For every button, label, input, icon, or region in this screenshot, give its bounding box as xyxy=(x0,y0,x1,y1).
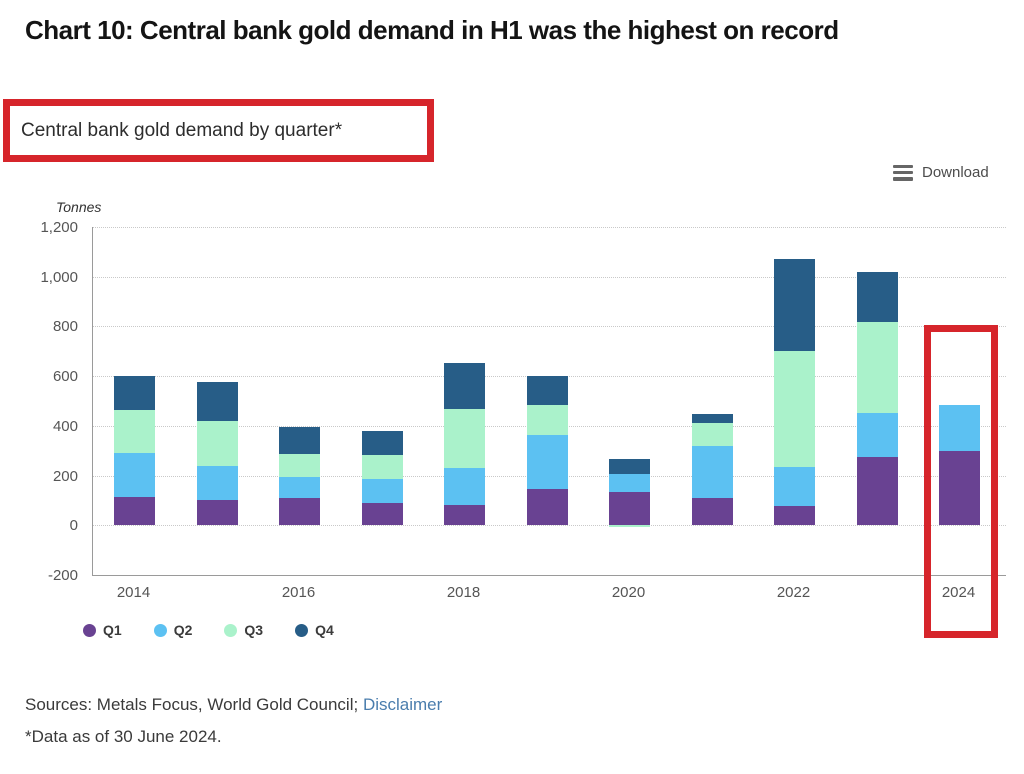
chart-title: Chart 10: Central bank gold demand in H1… xyxy=(25,15,839,45)
x-tick-label-2024: 2024 xyxy=(941,584,976,601)
bar-segment-2016-q3[interactable] xyxy=(279,454,320,477)
bar-segment-2019-q4[interactable] xyxy=(526,375,568,406)
download-button[interactable]: Download xyxy=(893,164,989,181)
bar-segment-2023-q1[interactable] xyxy=(856,456,898,526)
x-tick-label-2016: 2016 xyxy=(281,584,316,601)
chart-legend: Q1 Q2 Q3 Q4 xyxy=(83,622,334,638)
bar-segment-2020-q4[interactable] xyxy=(609,459,650,475)
gridline xyxy=(93,227,1006,228)
bar-segment-2015-q3[interactable] xyxy=(196,420,238,466)
bar-segment-2023-q3[interactable] xyxy=(856,322,898,413)
bar-segment-2014-q3[interactable] xyxy=(114,409,155,454)
bar-segment-2014-q4[interactable] xyxy=(114,376,155,410)
bar-segment-2016-q4[interactable] xyxy=(279,427,320,455)
bar-segment-2015-q4[interactable] xyxy=(196,381,238,421)
gridline xyxy=(93,525,1006,527)
legend-label-q1: Q1 xyxy=(103,622,122,638)
bar-segment-2015-q2[interactable] xyxy=(196,465,238,501)
subtitle-highlight-box: Central bank gold demand by quarter* xyxy=(3,99,434,162)
y-tick-label: -200 xyxy=(47,567,78,584)
bar-segment-2023-q4[interactable] xyxy=(856,271,898,323)
bar-segment-2018-q2[interactable] xyxy=(444,467,485,506)
disclaimer-link[interactable]: Disclaimer xyxy=(362,695,443,714)
footnote: *Data as of 30 June 2024. xyxy=(25,727,222,746)
x-tick-label-2022: 2022 xyxy=(776,584,811,601)
plot-area xyxy=(92,227,1006,576)
y-tick-label: 1,000 xyxy=(40,268,78,286)
x-tick-label-2020: 2020 xyxy=(611,584,646,601)
bar-segment-2019-q2[interactable] xyxy=(526,435,568,490)
bar-segment-2024-q2[interactable] xyxy=(939,405,980,452)
y-tick-label: 600 xyxy=(52,368,78,386)
bar-segment-2022-q3[interactable] xyxy=(774,351,815,467)
bar-segment-2017-q2[interactable] xyxy=(361,479,403,504)
bar-segment-2019-q3[interactable] xyxy=(526,405,568,436)
y-tick-label: 400 xyxy=(52,417,78,435)
legend-label-q2: Q2 xyxy=(173,622,193,638)
bar-segment-2020-q3[interactable] xyxy=(609,525,650,528)
legend-label-q4: Q4 xyxy=(315,622,334,638)
bar-segment-2019-q1[interactable] xyxy=(526,489,568,526)
gridline xyxy=(93,276,1006,278)
legend-dot-q1-icon xyxy=(83,623,96,637)
bar-segment-2022-q2[interactable] xyxy=(774,466,815,507)
bar-segment-2021-q3[interactable] xyxy=(691,423,733,446)
sources-text: Sources: Metals Focus, World Gold Counci… xyxy=(25,695,363,714)
legend-item-q3[interactable]: Q3 xyxy=(224,622,263,638)
bar-segment-2016-q2[interactable] xyxy=(279,476,320,498)
y-tick-label: 800 xyxy=(52,318,78,336)
legend-item-q4[interactable]: Q4 xyxy=(295,622,334,638)
x-tick-label-2018: 2018 xyxy=(446,584,481,601)
bar-segment-2021-q4[interactable] xyxy=(691,414,733,424)
bar-segment-2018-q4[interactable] xyxy=(444,362,485,409)
legend-dot-q2-icon xyxy=(153,623,167,637)
bar-segment-2014-q1[interactable] xyxy=(114,496,155,526)
bar-segment-2024-q1[interactable] xyxy=(939,451,980,526)
bar-segment-2021-q2[interactable] xyxy=(691,445,733,498)
download-menu-icon xyxy=(893,164,913,181)
bar-segment-2023-q2[interactable] xyxy=(856,412,898,457)
bar-segment-2017-q4[interactable] xyxy=(361,431,403,456)
bar-segment-2020-q1[interactable] xyxy=(609,491,650,526)
bar-segment-2014-q2[interactable] xyxy=(114,453,155,497)
bar-segment-2016-q1[interactable] xyxy=(279,497,320,526)
sources-line: Sources: Metals Focus, World Gold Counci… xyxy=(25,695,442,715)
y-tick-label: 200 xyxy=(52,467,78,485)
bar-2024-highlight-box xyxy=(924,325,998,638)
legend-item-q1[interactable]: Q1 xyxy=(83,622,122,638)
legend-dot-q3-icon xyxy=(224,623,238,637)
bar-segment-2015-q1[interactable] xyxy=(196,500,238,526)
bar-segment-2020-q2[interactable] xyxy=(609,474,650,492)
y-tick-label: 1,200 xyxy=(40,219,78,236)
legend-dot-q4-icon xyxy=(295,623,309,637)
bar-segment-2021-q1[interactable] xyxy=(691,497,733,526)
x-tick-label-2014: 2014 xyxy=(116,584,151,601)
bar-segment-2018-q3[interactable] xyxy=(444,408,485,468)
bar-segment-2018-q1[interactable] xyxy=(444,505,485,526)
gridline xyxy=(93,326,1006,328)
download-label: Download xyxy=(922,164,989,181)
legend-item-q2[interactable]: Q2 xyxy=(153,622,193,638)
y-tick-label: 0 xyxy=(69,517,78,535)
bar-segment-2017-q3[interactable] xyxy=(361,455,403,480)
bar-segment-2022-q4[interactable] xyxy=(774,258,815,352)
bar-segment-2022-q1[interactable] xyxy=(774,506,815,526)
chart-subtitle: Central bank gold demand by quarter* xyxy=(21,119,343,141)
bar-segment-2017-q1[interactable] xyxy=(361,503,403,526)
y-axis-unit-label: Tonnes xyxy=(56,199,102,215)
legend-label-q3: Q3 xyxy=(244,622,264,638)
